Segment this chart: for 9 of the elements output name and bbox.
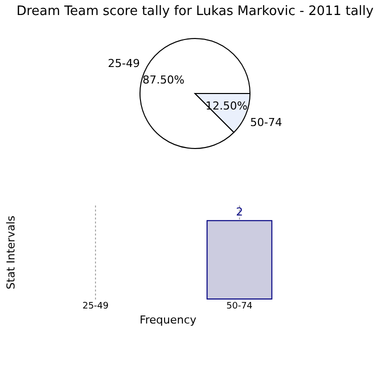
data-label: 2 bbox=[236, 206, 243, 219]
x-axis-title: Frequency bbox=[140, 314, 197, 326]
data-label: 12.50% bbox=[206, 100, 248, 113]
slice-label: 25-49 bbox=[108, 57, 140, 70]
data-label: 87.50% bbox=[142, 73, 184, 86]
slice-label: 50-74 bbox=[250, 116, 282, 129]
pie-slice bbox=[140, 38, 250, 149]
y-axis-title: Stat Intervals bbox=[4, 215, 18, 290]
chart-title: Dream Team score tally for Lukas Markovic - 2011 tally bbox=[16, 4, 374, 19]
